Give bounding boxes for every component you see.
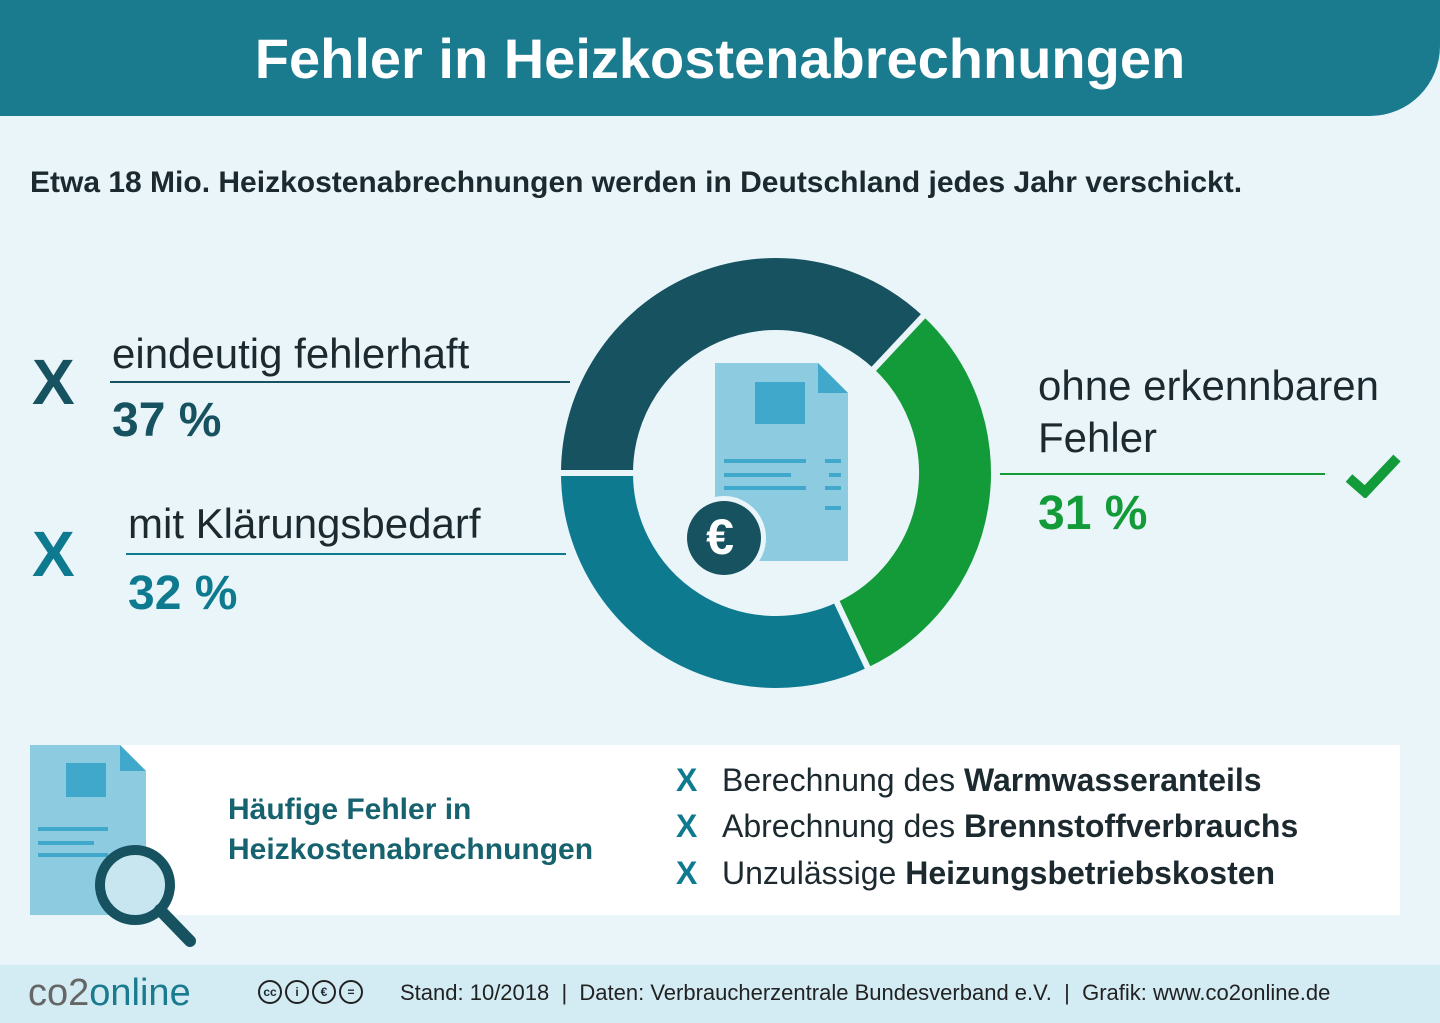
box-title-line: Häufige Fehler in — [228, 793, 472, 826]
donut-chart: € — [554, 252, 997, 694]
label-fehlerhaft: eindeutig fehlerhaft — [112, 330, 470, 377]
subtitle: Etwa 18 Mio. Heizkostenabrechnungen werd… — [30, 166, 1243, 199]
error-item: X Unzulässige Heizungsbetriebskosten — [676, 855, 1275, 892]
x-mark-icon: X — [32, 346, 75, 418]
label-ohne-2: Fehler — [1038, 414, 1158, 461]
nd-icon: = — [339, 980, 363, 1004]
leader-line — [126, 553, 566, 555]
donut-segment-3 — [554, 470, 873, 694]
nc-icon: € — [312, 980, 336, 1004]
invoice-icon: € — [682, 363, 848, 580]
leader-line — [110, 381, 570, 383]
pct-fehlerhaft: 37 % — [112, 394, 222, 447]
box-title: Häufige Fehler in Heizkostenabrechnungen — [228, 790, 593, 870]
svg-text:€: € — [706, 509, 734, 565]
label-ohne-1: ohne erkennbaren — [1038, 362, 1379, 409]
check-icon — [1345, 454, 1401, 498]
label-klaerung: mit Klärungsbedarf — [128, 500, 481, 547]
error-item: X Abrechnung des Brennstoffverbrauchs — [676, 808, 1298, 845]
leader-line — [1000, 473, 1325, 475]
x-mark-icon: X — [32, 518, 75, 590]
error-bold: Brennstoffverbrauchs — [963, 808, 1299, 844]
x-icon: X — [676, 808, 698, 844]
error-prefix: Abrechnung des — [722, 808, 956, 844]
error-bold: Heizungsbetriebskosten — [905, 855, 1276, 891]
page-title: Fehler in Heizkostenabrechnungen — [254, 26, 1186, 90]
donut-segment-1 — [554, 252, 930, 476]
cc-icon: cc — [258, 980, 282, 1004]
header: Fehler in Heizkostenabrechnungen — [0, 0, 1440, 116]
by-icon: i — [285, 980, 309, 1004]
error-prefix: Unzulässige — [722, 855, 897, 891]
error-item: X Berechnung des Warmwasseranteils — [676, 762, 1262, 799]
invoice-magnifier-icon — [30, 745, 196, 947]
common-errors-box — [30, 745, 1400, 915]
co2online-logo: co2online — [28, 972, 191, 1014]
box-title-line: Heizkostenabrechnungen — [228, 833, 594, 866]
error-prefix: Berechnung des — [722, 762, 956, 798]
x-icon: X — [676, 855, 698, 891]
pct-klaerung: 32 % — [128, 567, 238, 620]
x-icon: X — [676, 762, 698, 798]
footer — [0, 965, 1440, 1023]
credits: Stand: 10/2018 | Daten: Verbraucherzentr… — [400, 980, 1331, 1005]
pct-ohne: 31 % — [1038, 487, 1148, 540]
cc-license-icons: cc i € = — [258, 980, 363, 1004]
error-bold: Warmwasseranteils — [963, 762, 1262, 798]
donut-segment-2 — [831, 309, 997, 675]
euro-icon — [687, 501, 761, 575]
